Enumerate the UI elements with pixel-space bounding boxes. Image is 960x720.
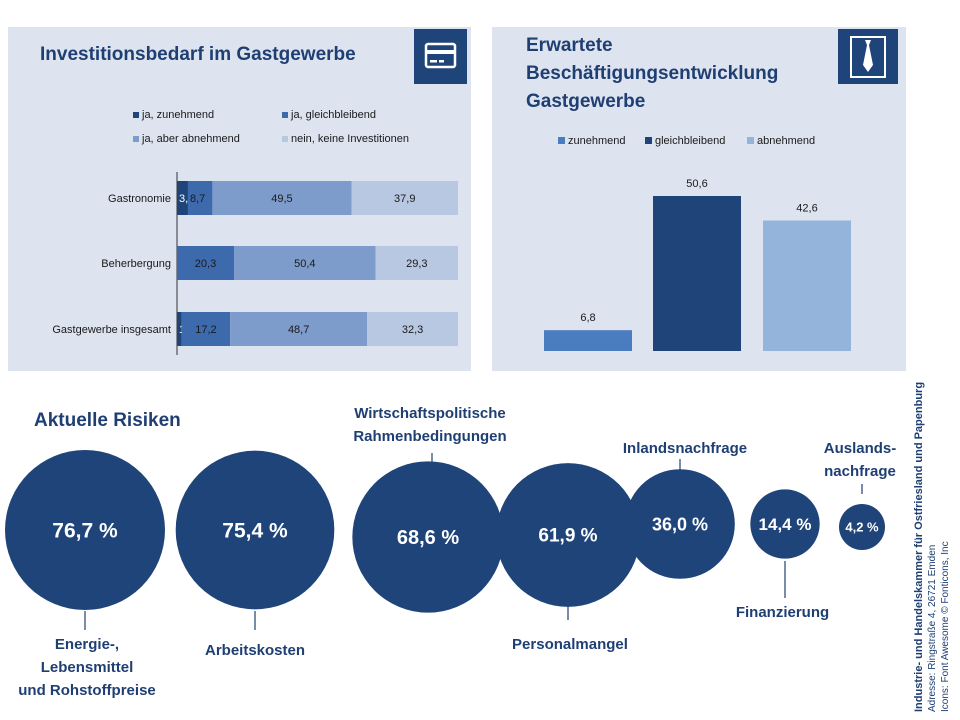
risk-bubble-1	[175, 450, 335, 610]
data-label-1-2: 50,4	[294, 258, 315, 270]
risk-label-3: Personalmangel	[512, 636, 628, 653]
data-label-abnehmend: 42,6	[796, 203, 817, 215]
legend-swatch-2	[133, 136, 139, 142]
investment-chart-title: Investitionsbedarf im Gastgewerbe	[40, 44, 356, 65]
risk-value-4: 36,0 %	[652, 514, 708, 534]
risk-value-1: 75,4 %	[222, 519, 288, 542]
bar-segment-2-2	[230, 312, 368, 346]
risk-label-5: Finanzierung	[735, 604, 830, 621]
legend-swatch-1	[282, 112, 288, 118]
data-label-1-1: 20,3	[195, 258, 216, 270]
risk-value-6: 4,2 %	[845, 520, 879, 535]
data-label-gleichbleibend: 50,6	[686, 178, 707, 190]
risk-label-4: Inlandsnachfrage	[622, 440, 748, 457]
risks-title: Aktuelle Risiken	[34, 410, 181, 431]
category-label-0: Gastronomie	[108, 193, 171, 205]
footer-address: Adresse: Ringstraße 4, 26721 Emden	[927, 544, 938, 712]
bar-segment-2-0	[177, 312, 182, 346]
category-label-2: Gastgewerbe insgesamt	[52, 324, 171, 336]
category-label-1: Beherbergung	[101, 258, 171, 270]
bar-segment-0-3	[351, 181, 458, 215]
data-label-0-3: 37,9	[394, 193, 415, 205]
legend-label-zunehmend: zunehmend	[568, 135, 626, 147]
risk-bubble-4	[625, 469, 735, 579]
data-label-zunehmend: 6,8	[580, 312, 595, 324]
risk-label-0: Energie-, Lebensmittel und Rohstoffpreis…	[18, 636, 156, 699]
employment-chart-title: Erwartete Beschäftigungsentwicklung Gast…	[526, 35, 779, 112]
bar-segment-2-3	[367, 312, 458, 346]
risks-bubble-chart: 76,7 % 75,4 % 68,6 % 61,9 % 36,0 % 14,4 % 4,2 …	[5, 450, 885, 630]
legend-swatch-zunehmend	[558, 137, 565, 144]
risk-label-6: Auslands- nachfrage	[823, 440, 897, 480]
footer-organization: Industrie- und Handelskammer für Ostfrie…	[913, 381, 925, 712]
legend-label-abnehmend: abnehmend	[757, 135, 815, 147]
legend-label-1: ja, gleichbleibend	[290, 109, 376, 121]
bar-segment-0-2	[212, 181, 352, 215]
bar-segment-1-2	[234, 246, 376, 280]
data-label-1-3: 29,3	[406, 258, 427, 270]
legend-swatch-0	[133, 112, 139, 118]
investment-stacked-bar-chart: ja, zunehmend ja, gleichbleibend ja, aber …	[52, 109, 458, 355]
risk-bubble-3	[496, 463, 640, 607]
bar-abnehmend	[763, 220, 851, 351]
legend-label-3: nein, keine Investitionen	[291, 133, 409, 145]
legend-swatch-abnehmend	[747, 137, 754, 144]
bar-segment-0-1	[187, 181, 213, 215]
bar-gleichbleibend	[653, 196, 741, 351]
risk-bubble-2	[352, 461, 504, 613]
credit-card-icon	[414, 29, 467, 84]
data-label-2-3: 32,3	[402, 324, 423, 336]
data-label-0-2: 49,5	[271, 193, 292, 205]
bar-segment-1-3	[375, 246, 458, 280]
legend-label-0: ja, zunehmend	[141, 109, 214, 121]
bar-segment-0-0	[177, 181, 188, 215]
risk-value-3: 61,9 %	[538, 526, 597, 547]
risk-value-0: 76,7 %	[52, 519, 118, 542]
legend-label-2: ja, aber abnehmend	[141, 133, 240, 145]
data-label-0-1: 8,7	[190, 193, 205, 205]
risk-bubble-6	[839, 504, 885, 550]
bar-segment-1-1	[177, 246, 235, 280]
risk-label-1: Arbeitskosten	[204, 642, 306, 659]
necktie-icon	[838, 29, 898, 84]
bar-segment-2-1	[181, 312, 231, 346]
employment-panel: Erwartete Beschäftigungsentwicklung Gast…	[492, 27, 906, 371]
risk-bubble-5	[750, 489, 820, 559]
footer-icons-credit: Icons: Font Awesome © Fonticons, Inc	[940, 541, 951, 712]
legend-swatch-3	[282, 136, 288, 142]
bar-zunehmend	[544, 330, 632, 351]
legend-swatch-gleichbleibend	[645, 137, 652, 144]
risk-bubble-0	[5, 450, 165, 610]
risk-label-2: Wirtschaftspolitische Rahmenbedingungen	[353, 405, 507, 445]
legend-label-gleichbleibend: gleichbleibend	[655, 135, 725, 147]
data-label-2-2: 48,7	[288, 324, 309, 336]
risk-value-5: 14,4 %	[759, 515, 812, 534]
data-label-2-1: 17,2	[195, 324, 216, 336]
investment-panel: Investitionsbedarf im Gastgewerbe ja, zu…	[8, 27, 471, 371]
footer: Industrie- und Handelskammer für Ostfrie…	[913, 352, 952, 712]
employment-bar-chart: zunehmend gleichbleibend abnehmend 6,8 50,6 4…	[544, 135, 851, 351]
risk-value-2: 68,6 %	[397, 527, 459, 549]
